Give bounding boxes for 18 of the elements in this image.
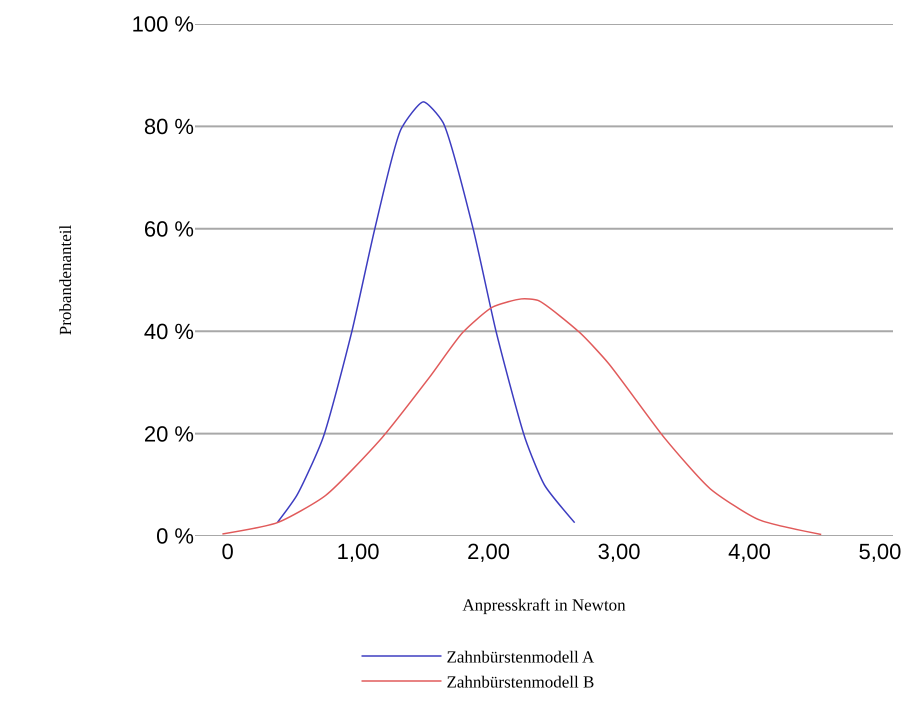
y-tick-label: 40 %: [144, 318, 194, 344]
x-tick-label: 1,00: [336, 539, 380, 564]
y-tick-label: 60 %: [144, 216, 194, 242]
y-tick-label: 80 %: [144, 114, 194, 140]
y-tick-label: 100 %: [132, 12, 194, 37]
x-tick-label: 0: [221, 539, 234, 564]
legend-label: Zahnbürstenmodell B: [446, 672, 594, 692]
y-axis-title: Probandenanteil: [56, 224, 76, 336]
x-tick-label: 5,00: [858, 539, 902, 564]
x-tick-label: 4,00: [728, 539, 771, 564]
y-tick-label: 0 %: [156, 524, 194, 549]
x-tick-label: 3,00: [598, 539, 640, 564]
y-tick-label: 20 %: [144, 421, 194, 446]
x-axis-title: Anpresskraft in Newton: [462, 595, 626, 614]
line-series: [276, 101, 576, 524]
line-series: [222, 298, 822, 536]
legend-label: Zahnbürstenmodell A: [446, 648, 595, 667]
x-tick-label: 2,00: [467, 539, 510, 564]
